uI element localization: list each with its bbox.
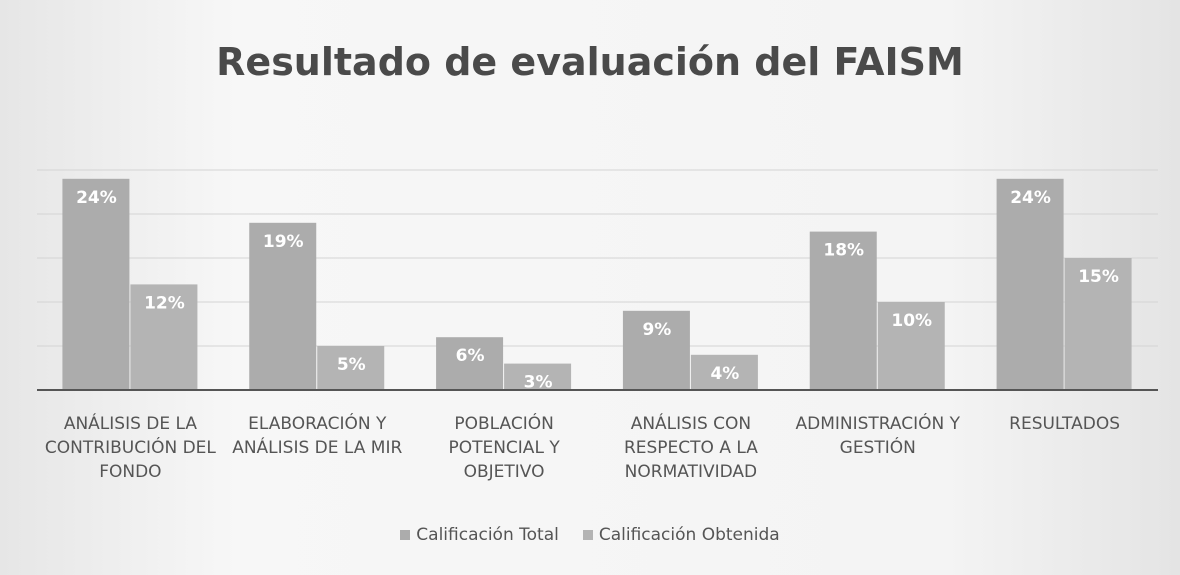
data-label: 18% (823, 241, 864, 261)
bar (130, 284, 198, 390)
bar (996, 178, 1064, 390)
x-tick-label: POBLACIÓN POTENCIAL Y OBJETIVO (448, 414, 560, 482)
data-label: 24% (76, 188, 117, 208)
data-label: 9% (642, 320, 671, 340)
bar (436, 337, 504, 390)
bar (62, 178, 130, 390)
chart-title: Resultado de evaluación del FAISM (216, 40, 964, 84)
legend-label: Calificación Obtenida (598, 525, 780, 545)
data-label: 24% (1010, 188, 1051, 208)
data-label: 19% (263, 232, 304, 252)
x-tick-label: ELABORACIÓN Y ANÁLISIS DE LA MIR (232, 414, 403, 458)
legend-swatch (582, 530, 593, 540)
bar (504, 363, 572, 390)
legend: Calificación Total Calificación Obtenida (0, 525, 1180, 545)
bar (622, 310, 690, 390)
bar (1064, 258, 1132, 390)
data-label: 10% (891, 311, 932, 331)
data-label: 4% (710, 364, 739, 384)
legend-swatch (400, 530, 411, 540)
legend-item: Calificación Total (400, 525, 559, 545)
bar (249, 222, 317, 390)
x-tick-label: ANÁLISIS CON RESPECTO A LA NORMATIVIDAD (623, 414, 758, 482)
data-label: 6% (456, 346, 485, 366)
data-label: 15% (1078, 267, 1119, 287)
legend-item: Calificación Obtenida (582, 525, 780, 545)
bar (690, 354, 758, 390)
data-label: 3% (524, 373, 553, 393)
legend-label: Calificación Total (416, 525, 559, 545)
bar (317, 346, 385, 390)
x-tick-label: RESULTADOS (1009, 414, 1121, 434)
data-label: 5% (337, 355, 366, 375)
x-tick-label: ANÁLISIS DE LA CONTRIBUCIÓN DEL FONDO (44, 414, 216, 482)
bar (809, 231, 877, 390)
data-label: 12% (144, 293, 185, 313)
x-tick-label: ADMINISTRACIÓN Y GESTIÓN (795, 414, 961, 458)
bar (877, 302, 945, 390)
